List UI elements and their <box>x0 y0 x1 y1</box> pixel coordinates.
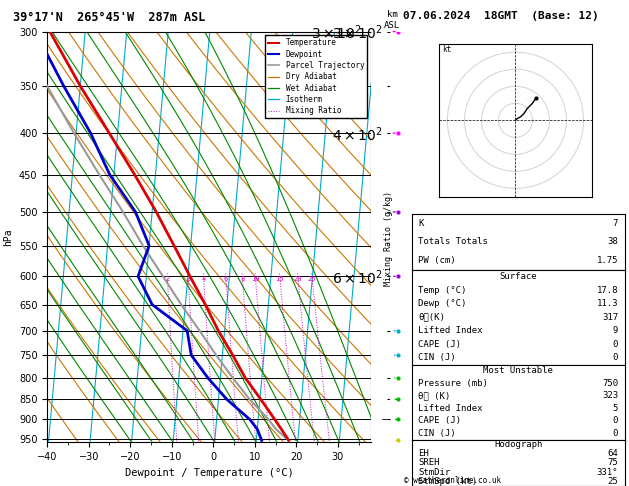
Text: Lifted Index: Lifted Index <box>418 404 483 413</box>
Text: © weatheronline.co.uk: © weatheronline.co.uk <box>404 476 501 485</box>
Text: 17.8: 17.8 <box>597 286 618 295</box>
Text: StmDir: StmDir <box>418 468 450 477</box>
Text: Pressure (mb): Pressure (mb) <box>418 379 488 388</box>
Text: Dewp (°C): Dewp (°C) <box>418 299 467 308</box>
Text: 4: 4 <box>201 277 206 282</box>
Text: Totals Totals: Totals Totals <box>418 237 488 246</box>
Text: CAPE (J): CAPE (J) <box>418 340 462 348</box>
Text: 0: 0 <box>613 353 618 362</box>
X-axis label: Dewpoint / Temperature (°C): Dewpoint / Temperature (°C) <box>125 468 294 478</box>
Text: 7: 7 <box>613 219 618 227</box>
Text: 75: 75 <box>608 458 618 468</box>
Text: 25: 25 <box>308 277 316 282</box>
Text: CIN (J): CIN (J) <box>418 429 456 438</box>
Text: 2: 2 <box>165 277 169 282</box>
Text: PW (cm): PW (cm) <box>418 256 456 265</box>
Text: 5: 5 <box>613 404 618 413</box>
Text: 9: 9 <box>613 326 618 335</box>
Text: Mixing Ratio (g/kg): Mixing Ratio (g/kg) <box>384 191 393 286</box>
Text: 39°17'N  265°45'W  287m ASL: 39°17'N 265°45'W 287m ASL <box>13 11 205 24</box>
Text: CAPE (J): CAPE (J) <box>418 417 462 426</box>
Text: 38: 38 <box>608 237 618 246</box>
Text: θᴇ (K): θᴇ (K) <box>418 391 450 400</box>
Text: 6: 6 <box>224 277 228 282</box>
Text: 25: 25 <box>608 477 618 486</box>
Text: SREH: SREH <box>418 458 440 468</box>
Text: 15: 15 <box>276 277 284 282</box>
Text: 0: 0 <box>613 429 618 438</box>
Legend: Temperature, Dewpoint, Parcel Trajectory, Dry Adiabat, Wet Adiabat, Isotherm, Mi: Temperature, Dewpoint, Parcel Trajectory… <box>265 35 367 118</box>
Text: Most Unstable: Most Unstable <box>483 366 554 375</box>
Text: 1.75: 1.75 <box>597 256 618 265</box>
Text: kt: kt <box>442 45 452 54</box>
Text: EH: EH <box>418 449 429 458</box>
Text: 0: 0 <box>613 340 618 348</box>
Text: K: K <box>418 219 424 227</box>
Y-axis label: hPa: hPa <box>3 228 13 246</box>
Text: 8: 8 <box>240 277 245 282</box>
Text: LCL: LCL <box>391 414 406 423</box>
Text: 10: 10 <box>251 277 260 282</box>
Text: 331°: 331° <box>597 468 618 477</box>
Text: 3: 3 <box>186 277 191 282</box>
Text: 317: 317 <box>602 312 618 322</box>
Text: 11.3: 11.3 <box>597 299 618 308</box>
Text: km
ASL: km ASL <box>384 10 400 30</box>
Text: 323: 323 <box>602 391 618 400</box>
Text: 64: 64 <box>608 449 618 458</box>
Text: 20: 20 <box>294 277 302 282</box>
Text: 07.06.2024  18GMT  (Base: 12): 07.06.2024 18GMT (Base: 12) <box>403 11 598 21</box>
Text: Surface: Surface <box>499 272 537 281</box>
Text: θᴇ(K): θᴇ(K) <box>418 312 445 322</box>
Text: Lifted Index: Lifted Index <box>418 326 483 335</box>
Text: Temp (°C): Temp (°C) <box>418 286 467 295</box>
Text: StmSpd (kt): StmSpd (kt) <box>418 477 477 486</box>
Text: 0: 0 <box>613 417 618 426</box>
Text: CIN (J): CIN (J) <box>418 353 456 362</box>
Text: 750: 750 <box>602 379 618 388</box>
Text: Hodograph: Hodograph <box>494 440 542 449</box>
